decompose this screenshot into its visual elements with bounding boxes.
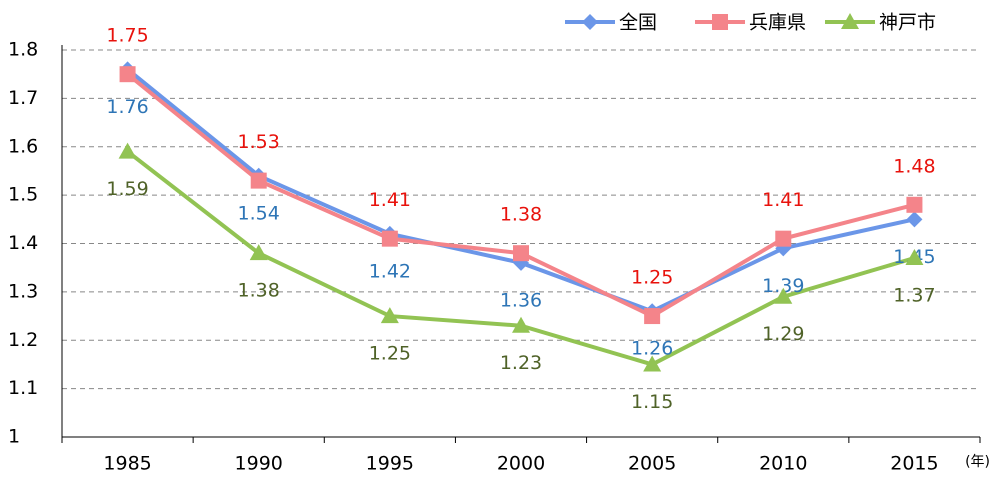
legend-marker bbox=[841, 13, 859, 29]
legend-marker bbox=[582, 14, 598, 30]
legend-marker bbox=[712, 14, 728, 30]
data-label: 1.23 bbox=[500, 352, 542, 374]
data-label: 1.41 bbox=[762, 189, 804, 211]
data-label: 1.48 bbox=[893, 155, 935, 177]
x-tick-label: 1990 bbox=[235, 453, 283, 475]
x-tick-label: 2015 bbox=[890, 453, 938, 475]
data-label: 1.36 bbox=[500, 289, 542, 311]
data-label: 1.38 bbox=[238, 280, 280, 302]
point bbox=[906, 211, 923, 228]
data-label: 1.53 bbox=[238, 131, 280, 153]
y-tick-label: 1.6 bbox=[8, 135, 38, 157]
point bbox=[512, 316, 530, 333]
y-tick-label: 1.3 bbox=[8, 280, 38, 302]
y-tick-label: 1.5 bbox=[8, 184, 38, 206]
point bbox=[119, 66, 136, 83]
data-label: 1.26 bbox=[631, 338, 673, 360]
point bbox=[380, 307, 399, 324]
data-label: 1.25 bbox=[631, 267, 673, 289]
data-label: 1.15 bbox=[631, 391, 673, 413]
point bbox=[905, 249, 924, 266]
data-label: 1.54 bbox=[238, 202, 280, 224]
legend-label: 神戸市 bbox=[879, 12, 936, 34]
point bbox=[381, 230, 398, 247]
data-label: 1.29 bbox=[762, 323, 804, 345]
y-tick-label: 1.4 bbox=[8, 232, 38, 254]
x-axis-label: (年) bbox=[965, 454, 990, 470]
point bbox=[774, 287, 793, 304]
x-tick-label: 2000 bbox=[497, 453, 545, 475]
point bbox=[906, 196, 923, 213]
data-label: 1.41 bbox=[369, 189, 411, 211]
data-label: 1.42 bbox=[369, 260, 411, 282]
legend-label: 兵庫県 bbox=[749, 12, 806, 34]
data-label: 1.39 bbox=[762, 275, 804, 297]
x-tick-label: 1995 bbox=[366, 453, 414, 475]
y-tick-label: 1.1 bbox=[8, 377, 38, 399]
point bbox=[775, 230, 792, 247]
data-label: 1.38 bbox=[500, 204, 542, 226]
point bbox=[513, 245, 529, 262]
y-tick-label: 1.2 bbox=[8, 329, 38, 351]
legend-label: 全国 bbox=[619, 12, 657, 34]
data-label: 1.59 bbox=[106, 178, 148, 200]
x-tick-label: 2010 bbox=[759, 453, 807, 475]
point bbox=[644, 308, 661, 325]
y-tick-label: 1.7 bbox=[8, 87, 38, 109]
y-tick-label: 1.8 bbox=[8, 39, 38, 61]
point bbox=[249, 244, 268, 261]
point bbox=[250, 172, 267, 189]
y-tick-label: 1 bbox=[8, 426, 20, 448]
data-label: 1.76 bbox=[106, 96, 148, 118]
x-tick-label: 2005 bbox=[628, 453, 676, 475]
data-label: 1.75 bbox=[106, 25, 148, 47]
x-tick-label: 1985 bbox=[103, 453, 151, 475]
point bbox=[643, 355, 662, 372]
data-label: 1.37 bbox=[893, 285, 935, 307]
point bbox=[118, 142, 137, 159]
data-label: 1.25 bbox=[369, 343, 411, 365]
